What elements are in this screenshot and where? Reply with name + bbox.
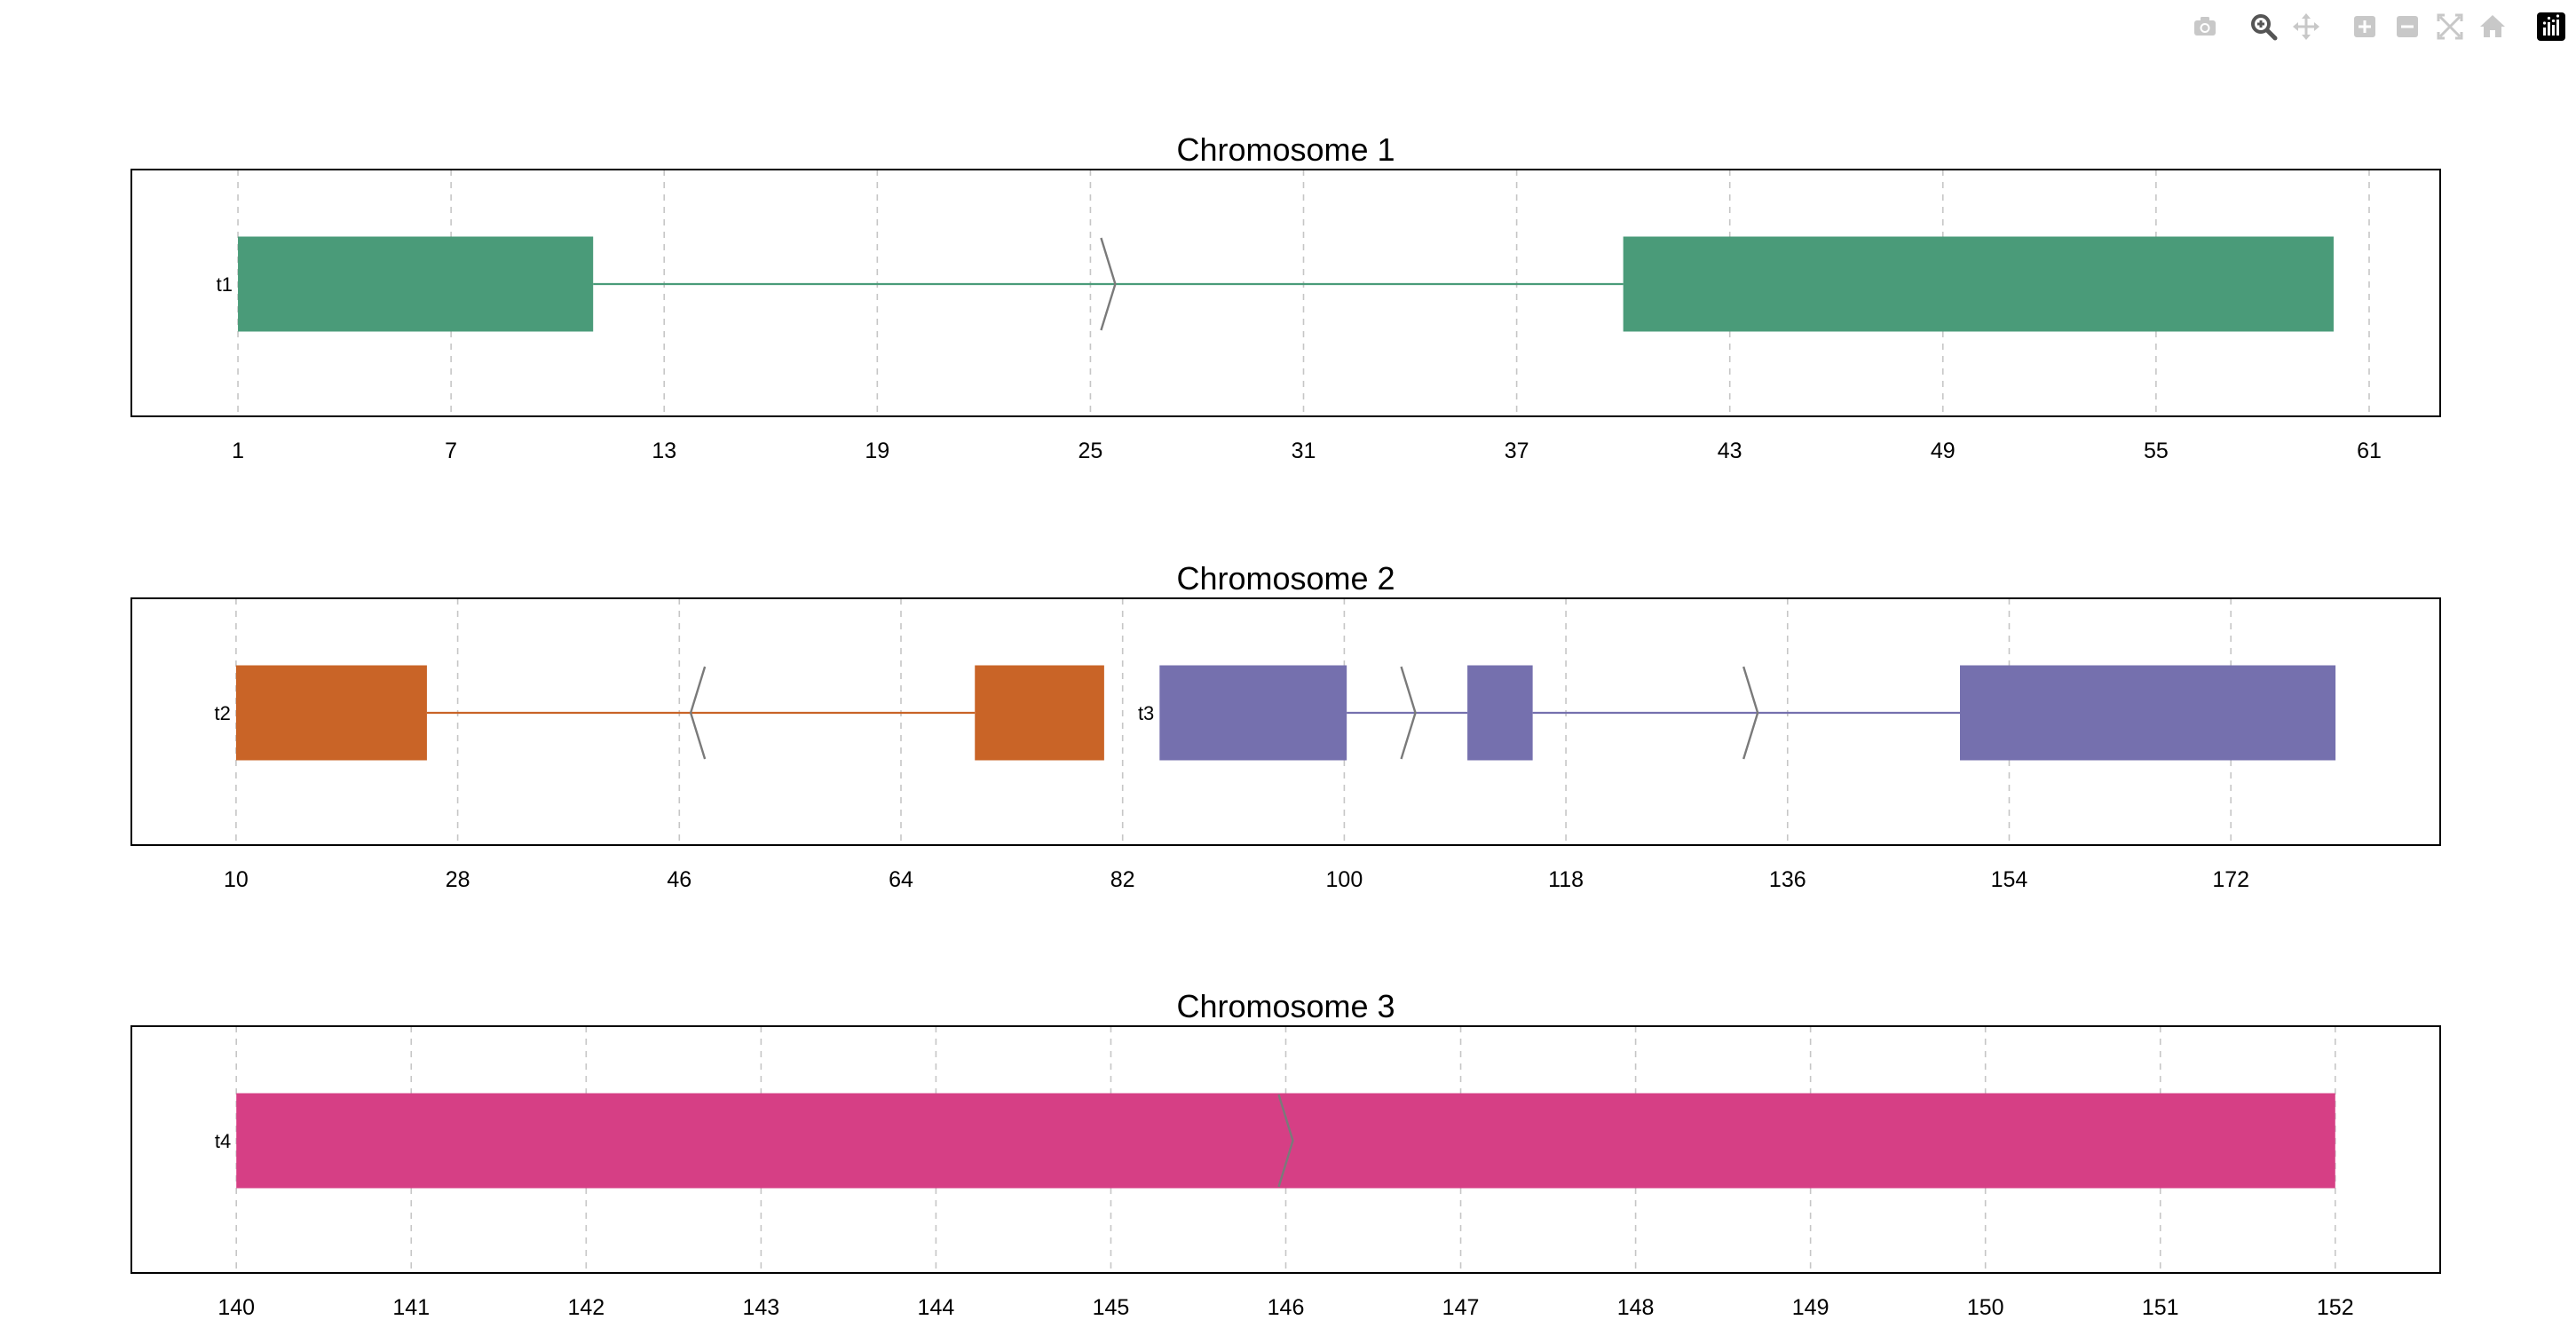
x-tick-label: 43 — [1718, 439, 1742, 463]
x-tick-label: 13 — [652, 439, 676, 463]
plotly-logo-button[interactable] — [2532, 7, 2571, 46]
x-tick-label: 140 — [217, 1295, 255, 1320]
x-tick-label: 61 — [2357, 439, 2382, 463]
strand-arrow — [1277, 1094, 1294, 1188]
x-tick-label: 143 — [743, 1295, 780, 1320]
chromosome-panel-1: t1 Chromosome 1 1 7 13 19 25 31 37 43 49 55 61 — [130, 131, 2441, 463]
transcript-t3: t3 — [1138, 665, 2336, 761]
transcript-t2: t2 — [215, 665, 1104, 761]
transcript-t4: t4 — [215, 1093, 2335, 1189]
x-tick-label: 25 — [1079, 439, 1103, 463]
panel-title: Chromosome 1 — [1176, 131, 1395, 168]
exon-block — [235, 665, 427, 761]
x-tick-label: 31 — [1292, 439, 1316, 463]
x-tick-label: 141 — [392, 1295, 430, 1320]
strand-arrow — [1742, 666, 1759, 760]
zoom-button[interactable] — [2244, 7, 2283, 46]
exon-block — [1159, 665, 1347, 761]
transcript-label: t4 — [215, 1130, 231, 1152]
pan-icon — [2293, 13, 2319, 40]
pan-button[interactable] — [2287, 7, 2326, 46]
x-tick-label: 19 — [865, 439, 889, 463]
x-tick-label: 55 — [2144, 439, 2169, 463]
autoscale-button[interactable] — [2430, 7, 2469, 46]
transcript-label: t1 — [217, 273, 233, 296]
exon-block — [1959, 665, 2336, 761]
panel-title: Chromosome 3 — [1176, 988, 1395, 1024]
exon-block — [975, 665, 1104, 761]
panel-border — [130, 169, 2441, 417]
x-tick-label: 148 — [1617, 1295, 1655, 1320]
zoom-icon — [2251, 14, 2278, 41]
x-tick-label: 172 — [2212, 867, 2249, 892]
panel-border — [130, 1025, 2441, 1274]
camera-button[interactable] — [2185, 7, 2224, 46]
chromosome-panel-3: t4 Chromosome 3 140 141 142 143 144 145 146 147 14… — [130, 988, 2441, 1320]
x-tick-label: 1 — [232, 439, 244, 463]
exon-block — [238, 236, 594, 332]
exon-block — [236, 1093, 2335, 1189]
reset-axes-button[interactable] — [2473, 7, 2512, 46]
zoom-in-button[interactable] — [2345, 7, 2384, 46]
zoom-out-icon — [2397, 16, 2418, 37]
x-tick-label: 151 — [2142, 1295, 2179, 1320]
transcript-t1: t1 — [217, 236, 2334, 332]
transcript-label: t3 — [1138, 702, 1154, 724]
exon-block — [1623, 236, 2334, 332]
x-tick-label: 149 — [1792, 1295, 1829, 1320]
x-tick-label: 82 — [1110, 867, 1135, 892]
modebar — [2185, 7, 2571, 46]
autoscale-icon — [2437, 13, 2463, 40]
x-tick-label: 49 — [1931, 439, 1956, 463]
x-tick-label: 10 — [224, 867, 249, 892]
strand-arrow — [1100, 237, 1117, 331]
x-tick-label: 100 — [1326, 867, 1363, 892]
x-tick-label: 46 — [667, 867, 691, 892]
panel-title: Chromosome 2 — [1176, 560, 1395, 597]
x-tick-label: 37 — [1505, 439, 1529, 463]
chromosome-panel-2: t2 t3 Chromosome 2 10 28 46 64 82 100 118 136 154 17… — [130, 560, 2441, 892]
x-tick-label: 7 — [445, 439, 457, 463]
strand-arrow — [689, 666, 707, 760]
strand-arrow — [1400, 666, 1417, 760]
zoom-out-button[interactable] — [2388, 7, 2427, 46]
x-tick-label: 146 — [1268, 1295, 1305, 1320]
x-tick-label: 144 — [918, 1295, 955, 1320]
zoom-in-icon — [2354, 16, 2375, 37]
x-tick-label: 64 — [889, 867, 913, 892]
x-tick-label: 118 — [1548, 867, 1584, 892]
x-tick-label: 142 — [567, 1295, 604, 1320]
reset-axes-icon — [2480, 15, 2505, 37]
transcript-label: t2 — [215, 702, 231, 724]
x-tick-label: 28 — [446, 867, 470, 892]
x-tick-label: 145 — [1093, 1295, 1130, 1320]
plotly-logo-icon — [2537, 12, 2565, 41]
x-tick-label: 136 — [1769, 867, 1806, 892]
x-tick-label: 154 — [1991, 867, 2028, 892]
x-tick-label: 150 — [1967, 1295, 2004, 1320]
x-tick-label: 147 — [1442, 1295, 1480, 1320]
x-tick-label: 152 — [2317, 1295, 2354, 1320]
panel-border — [130, 597, 2441, 846]
exon-block — [1467, 665, 1533, 761]
camera-icon — [2194, 17, 2216, 36]
